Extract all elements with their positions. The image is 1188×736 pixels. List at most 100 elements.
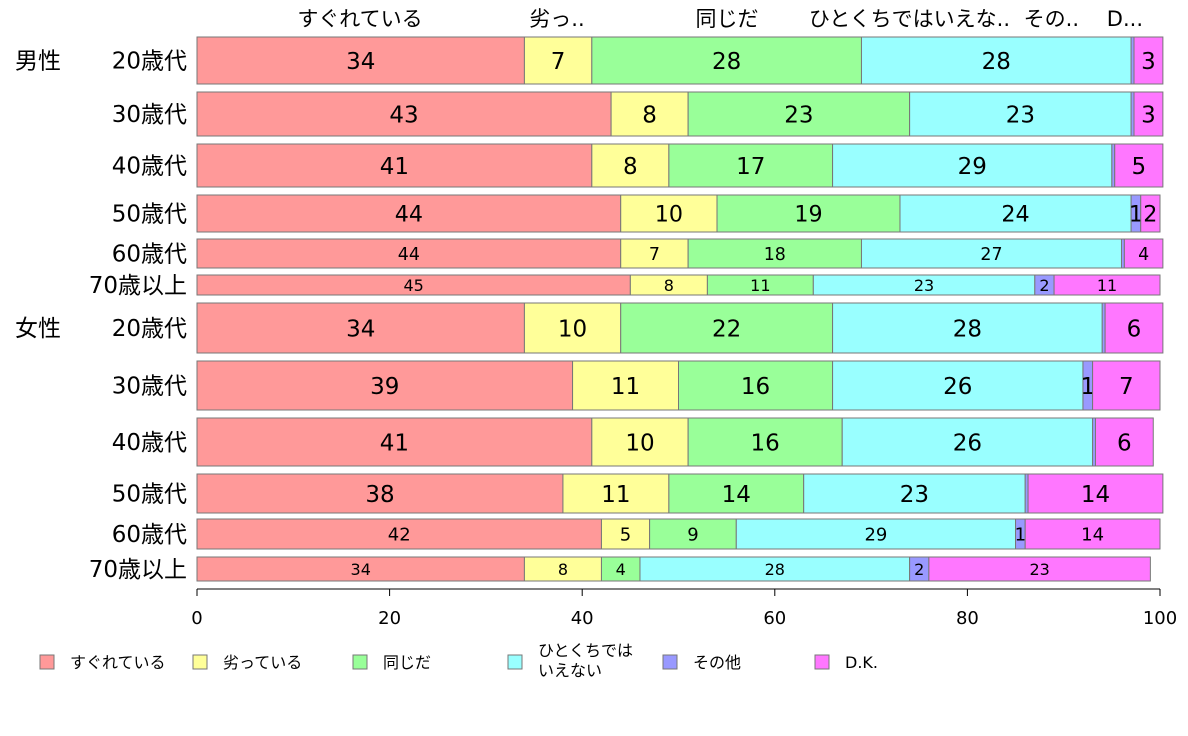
- bar-segment: [803, 473, 1026, 514]
- bar-segment: [1133, 36, 1164, 85]
- data-label: 10: [558, 317, 587, 343]
- top-label: 劣っ..: [529, 7, 584, 31]
- category-label: 60歳代: [112, 522, 187, 548]
- legend-label: D.K.: [845, 653, 878, 672]
- data-label: 34: [351, 560, 371, 579]
- category-label: 40歳代: [112, 154, 187, 180]
- data-label: 11: [1097, 276, 1117, 295]
- data-label: 43: [389, 103, 418, 129]
- top-label: その..: [1024, 7, 1079, 31]
- data-label: 2: [1039, 276, 1049, 295]
- legend-label: すぐれている: [70, 653, 166, 672]
- bar-segment: [196, 143, 593, 188]
- data-label: 23: [1029, 560, 1049, 579]
- bar-segment: [1027, 473, 1164, 514]
- data-label: 9: [687, 525, 698, 546]
- data-label: 28: [982, 49, 1011, 75]
- legend-label: ひとくちではいえない: [538, 641, 633, 680]
- data-label: 6: [1127, 317, 1142, 343]
- bar-segment: [1123, 238, 1164, 269]
- data-label: 4: [1138, 245, 1149, 265]
- data-label: 26: [953, 431, 982, 457]
- data-label: 26: [943, 374, 972, 400]
- x-tick-label: 40: [571, 608, 594, 629]
- bar-segment: [562, 473, 670, 514]
- category-label: 60歳代: [112, 242, 187, 268]
- bar-segment: [591, 36, 862, 85]
- bar-segment: [523, 556, 602, 582]
- data-label: 7: [551, 49, 566, 75]
- data-label: 23: [1006, 103, 1035, 129]
- bar-segment: [928, 556, 1151, 582]
- bar-segment: [1133, 91, 1164, 137]
- bar-segment: [196, 238, 622, 269]
- legend-swatch: [662, 654, 678, 670]
- bar-segment: [523, 36, 593, 85]
- group-label: 女性: [15, 316, 61, 342]
- group-label: 男性: [15, 49, 61, 75]
- data-label: 23: [914, 276, 934, 295]
- bar-segment: [909, 91, 1132, 137]
- legend-swatch: [192, 654, 208, 670]
- data-label: 4: [616, 560, 626, 579]
- category-label: 20歳代: [112, 316, 187, 342]
- data-label: 23: [900, 482, 929, 508]
- legend-swatch: [814, 654, 830, 670]
- data-label: 10: [655, 202, 683, 228]
- top-label: ひとくちではいえな..: [809, 7, 1010, 31]
- bar-segment: [620, 238, 689, 269]
- data-label: 1: [1080, 374, 1095, 400]
- bar-segment: [678, 360, 834, 411]
- bar-segment: [899, 194, 1132, 233]
- bar-segment: [1140, 194, 1161, 233]
- data-label: 39: [370, 374, 399, 400]
- bar-segment: [196, 91, 612, 137]
- top-label: 同じだ: [696, 7, 759, 31]
- data-label: 22: [712, 317, 741, 343]
- data-label: 41: [380, 154, 409, 180]
- category-label: 70歳以上: [89, 557, 187, 583]
- legend-swatch: [352, 654, 368, 670]
- data-label: 44: [398, 245, 420, 265]
- data-label: 42: [388, 525, 411, 546]
- data-label: 44: [395, 202, 423, 228]
- data-label: 29: [958, 154, 987, 180]
- data-label: 28: [953, 317, 982, 343]
- data-label: 1: [1129, 202, 1143, 228]
- data-label: 14: [722, 482, 751, 508]
- bar-segment: [832, 360, 1084, 411]
- bar-segment: [687, 417, 843, 467]
- bar-segment: [687, 91, 911, 137]
- bar-segment: [735, 518, 1017, 550]
- data-label: 6: [1117, 431, 1132, 457]
- x-tick-label: 80: [956, 608, 979, 629]
- data-label: 16: [751, 431, 780, 457]
- category-label: 40歳代: [112, 430, 187, 456]
- legend-label: 同じだ: [383, 653, 431, 672]
- category-label: 70歳以上: [89, 273, 187, 299]
- data-label: 8: [664, 276, 674, 295]
- bar-segment: [860, 238, 1122, 269]
- data-label: 19: [794, 202, 822, 228]
- bar-segment: [832, 302, 1103, 354]
- bar-segment: [196, 417, 593, 467]
- data-label: 28: [765, 560, 785, 579]
- category-label: 30歳代: [112, 102, 187, 128]
- data-label: 2: [914, 560, 924, 579]
- bar-segment: [196, 473, 564, 514]
- data-label: 17: [736, 154, 765, 180]
- top-label: D...: [1107, 7, 1143, 31]
- data-label: 27: [980, 245, 1002, 265]
- bar-segment: [196, 556, 525, 582]
- bar-segment: [1094, 417, 1154, 467]
- data-label: 23: [784, 103, 813, 129]
- data-label: 34: [346, 49, 375, 75]
- category-label: 30歳代: [112, 374, 187, 400]
- data-label: 2: [1143, 202, 1157, 228]
- bar-segment: [668, 473, 805, 514]
- data-label: 8: [642, 103, 657, 129]
- legend-label: 劣っている: [223, 653, 302, 672]
- top-label: すぐれている: [297, 7, 422, 31]
- category-label: 20歳代: [112, 49, 187, 75]
